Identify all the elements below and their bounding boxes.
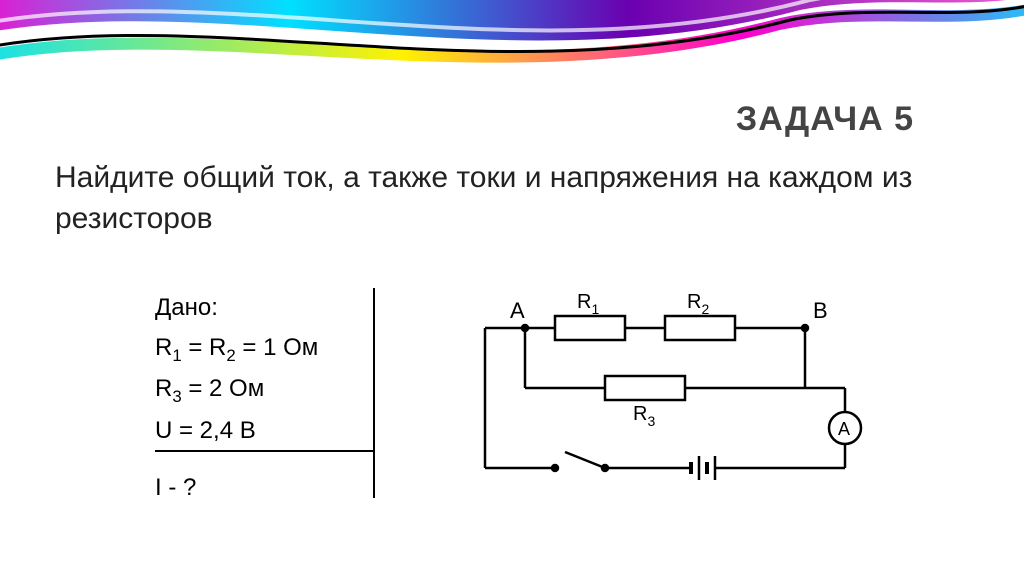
node-a-label: A — [510, 298, 525, 323]
problem-area: Дано: R1 = R2 = 1 Ом R3 = 2 Ом U = 2,4 В… — [155, 288, 875, 518]
given-divider-horizontal — [155, 450, 373, 452]
given-find: I - ? — [155, 468, 318, 508]
circuit-diagram: A B R1 R2 R3 A — [455, 288, 875, 508]
r1-label: R1 — [577, 291, 599, 317]
given-divider-vertical — [373, 288, 375, 498]
r2-label: R2 — [687, 291, 709, 317]
slide-title: ЗАДАЧА 5 — [736, 100, 914, 139]
given-block: Дано: R1 = R2 = 1 Ом R3 = 2 Ом U = 2,4 В… — [155, 288, 318, 508]
given-line-1: R1 = R2 = 1 Ом — [155, 328, 318, 370]
question-text: Найдите общий ток, а также токи и напряж… — [55, 158, 969, 239]
node-b-label: B — [813, 298, 828, 323]
given-heading: Дано: — [155, 288, 318, 328]
ammeter-label: A — [838, 419, 850, 439]
r3-label: R3 — [633, 403, 655, 429]
given-line-3: U = 2,4 В — [155, 411, 318, 451]
given-line-2: R3 = 2 Ом — [155, 369, 318, 411]
